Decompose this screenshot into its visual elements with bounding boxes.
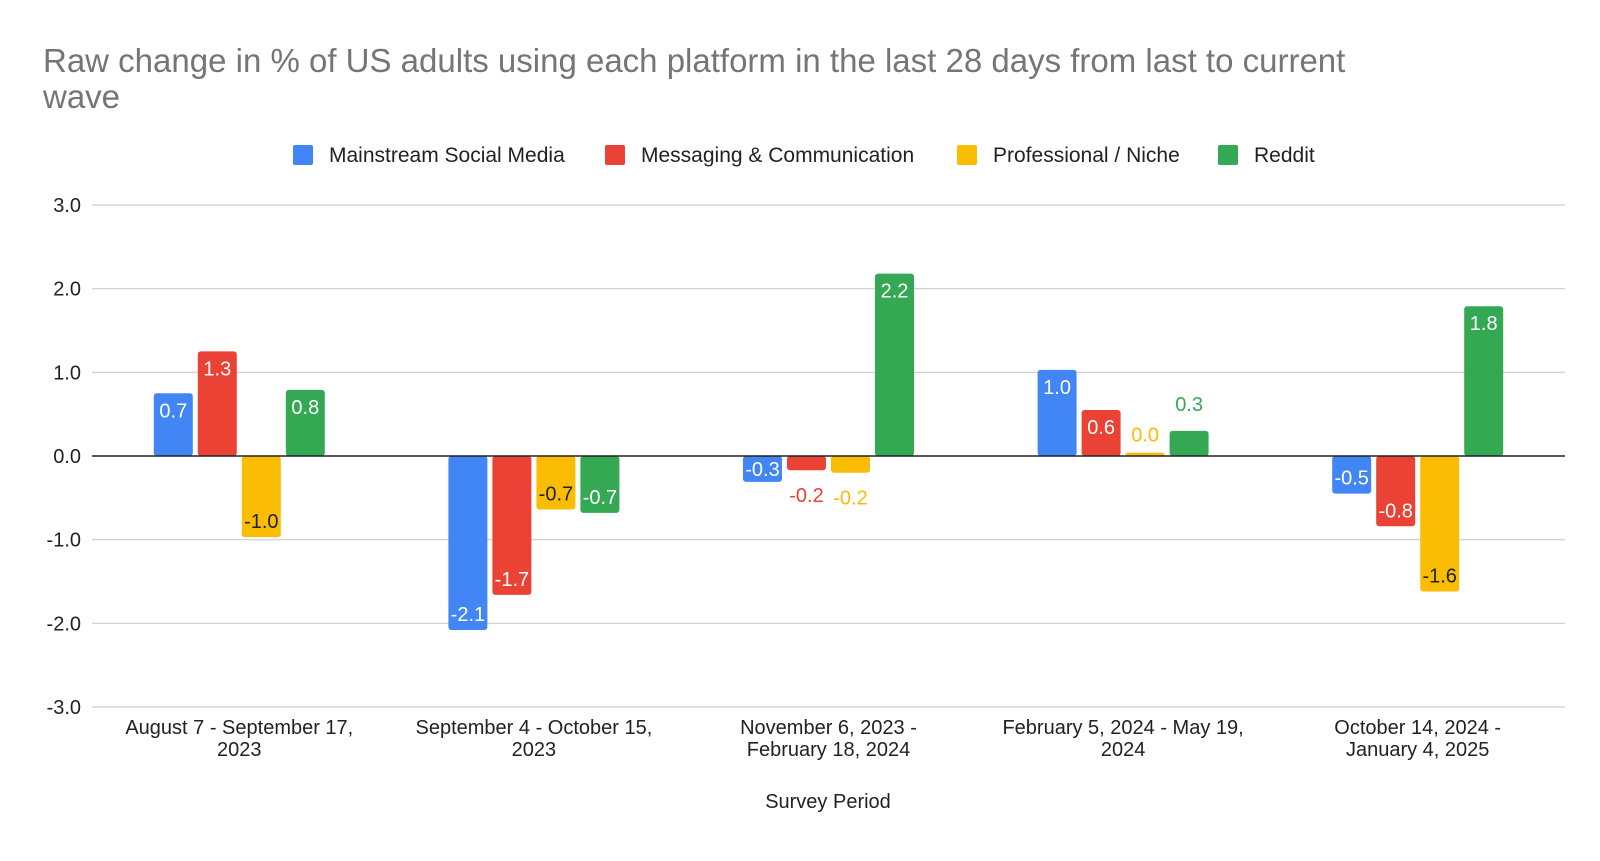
y-tick-label: 1.0 [53, 362, 81, 384]
bar[interactable] [875, 273, 914, 456]
legend-label: Messaging & Communication [641, 144, 914, 167]
legend-label: Reddit [1254, 144, 1315, 167]
data-label: -0.2 [833, 488, 867, 510]
y-tick-label: 2.0 [53, 279, 81, 301]
y-tick-label: 0.0 [53, 446, 81, 468]
x-axis-title: Survey Period [765, 791, 891, 813]
x-tick-label: February 5, 2024 - May 19, 2024 [1002, 717, 1243, 761]
x-tick-label: October 14, 2024 -January 4, 2025 [1334, 717, 1501, 761]
legend-swatch [1218, 145, 1238, 165]
data-label: -0.3 [745, 459, 779, 481]
data-label: 0.8 [291, 397, 319, 419]
bar[interactable] [831, 456, 870, 473]
data-label: 2.2 [881, 281, 909, 303]
data-label: -1.0 [244, 511, 278, 533]
bar[interactable] [1376, 456, 1416, 527]
data-label: -0.5 [1334, 468, 1368, 490]
bar[interactable] [492, 456, 532, 595]
bar[interactable] [743, 456, 782, 482]
legend-swatch [605, 145, 625, 165]
x-tick-label: September 4 - October 15, 2023 [416, 717, 653, 761]
data-label: 0.6 [1087, 417, 1115, 439]
data-label: -0.7 [583, 487, 617, 509]
data-label: -1.6 [1422, 566, 1456, 588]
legend-item-4[interactable]: Reddit [1218, 144, 1315, 167]
bar[interactable] [153, 393, 193, 456]
data-label: 0.7 [159, 400, 187, 422]
data-label: 0.3 [1175, 394, 1203, 416]
data-label: -0.2 [789, 485, 823, 507]
data-label: -1.7 [495, 569, 529, 591]
bar[interactable] [197, 351, 237, 456]
x-tick-label: November 6, 2023 -February 18, 2024 [740, 717, 917, 761]
legend-item-3[interactable]: Professional / Niche [957, 144, 1180, 167]
legend-label: Mainstream Social Media [329, 144, 565, 167]
bar[interactable] [285, 389, 325, 456]
legend-item-1[interactable]: Mainstream Social Media [293, 144, 565, 167]
legend-swatch [957, 145, 977, 165]
bar[interactable] [1081, 409, 1121, 456]
x-tick-label: August 7 - September 17, 2023 [125, 717, 353, 761]
bar[interactable] [1169, 430, 1209, 456]
bar[interactable] [241, 456, 281, 538]
bar[interactable] [1125, 452, 1165, 456]
y-tick-label: -1.0 [47, 530, 81, 552]
data-label: 1.3 [203, 358, 231, 380]
y-tick-label: -2.0 [47, 613, 81, 635]
y-tick-label: 3.0 [53, 195, 81, 217]
data-label: 1.8 [1470, 313, 1498, 335]
data-label: 0.0 [1131, 425, 1159, 447]
bar[interactable] [536, 456, 576, 510]
bar[interactable] [1464, 306, 1504, 456]
bar[interactable] [580, 456, 620, 513]
legend-label: Professional / Niche [993, 144, 1180, 167]
bar[interactable] [448, 456, 488, 631]
data-label: -2.1 [451, 604, 485, 626]
data-label: -0.8 [1378, 500, 1412, 522]
chart-title: Raw change in % of US adults using each … [42, 42, 1345, 115]
data-label: 1.0 [1043, 377, 1071, 399]
data-label: -0.7 [539, 484, 573, 506]
bar[interactable] [787, 456, 826, 471]
legend-swatch [293, 145, 313, 165]
bar[interactable] [1037, 369, 1077, 456]
bar[interactable] [1420, 456, 1460, 592]
legend-item-2[interactable]: Messaging & Communication [605, 144, 914, 167]
bar[interactable] [1332, 456, 1372, 494]
y-tick-label: -3.0 [47, 697, 81, 719]
